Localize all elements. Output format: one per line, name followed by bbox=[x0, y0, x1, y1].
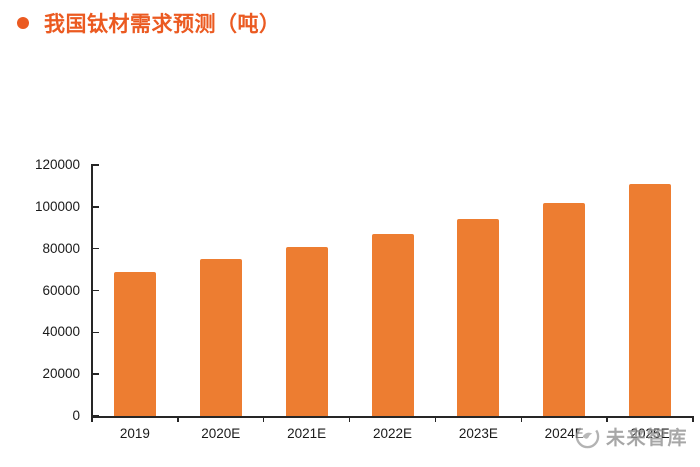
x-axis-label-2025E: 2025E bbox=[630, 426, 670, 441]
y-axis-tick bbox=[92, 331, 99, 334]
x-axis-tick bbox=[606, 417, 608, 422]
x-axis-tick bbox=[262, 417, 265, 422]
x-axis-tick bbox=[177, 417, 179, 422]
bar-2020E bbox=[199, 259, 242, 416]
x-axis-tick bbox=[434, 417, 437, 422]
x-axis-label-2021E: 2021E bbox=[287, 426, 327, 441]
y-axis-tick-label: 80000 bbox=[42, 240, 80, 256]
y-axis-tick bbox=[92, 164, 99, 166]
bar-2019 bbox=[113, 271, 156, 416]
chart-title: 我国钛材需求预测（吨） bbox=[44, 12, 281, 36]
y-axis-tick-label: 20000 bbox=[42, 366, 80, 382]
x-axis-tick bbox=[520, 417, 523, 422]
y-axis-tick bbox=[92, 373, 99, 375]
bar-2024E bbox=[543, 202, 586, 416]
x-axis-label-2022E: 2022E bbox=[372, 426, 413, 441]
x-axis-label-2024E: 2024E bbox=[544, 426, 584, 441]
bar-2023E bbox=[457, 219, 500, 416]
x-axis-label-2020E: 2020E bbox=[201, 426, 241, 441]
bar-2021E bbox=[285, 246, 328, 416]
y-axis-tick-label: 100000 bbox=[34, 198, 80, 214]
x-axis-tick bbox=[692, 417, 694, 422]
x-axis-label-2019: 2019 bbox=[119, 426, 150, 441]
y-axis-tick bbox=[92, 289, 99, 292]
bullet-icon bbox=[17, 17, 29, 29]
x-axis-label-2023E: 2023E bbox=[458, 426, 498, 441]
y-axis-tick-label: 40000 bbox=[42, 324, 80, 340]
y-axis-tick-label: 0 bbox=[72, 408, 80, 423]
x-axis-line bbox=[91, 416, 694, 418]
y-axis-tick-label: 120000 bbox=[34, 157, 80, 172]
bar-2022E bbox=[371, 234, 414, 416]
x-axis-tick bbox=[91, 417, 93, 422]
y-axis-tick-label: 60000 bbox=[42, 282, 80, 298]
y-axis-tick bbox=[92, 247, 99, 250]
y-axis-tick bbox=[92, 206, 99, 208]
bar-2025E bbox=[629, 183, 672, 416]
x-axis-tick bbox=[348, 417, 351, 422]
y-axis-tick bbox=[92, 415, 99, 417]
chart-header: 我国钛材需求预测（吨） bbox=[0, 0, 700, 50]
y-axis-line bbox=[91, 164, 93, 417]
